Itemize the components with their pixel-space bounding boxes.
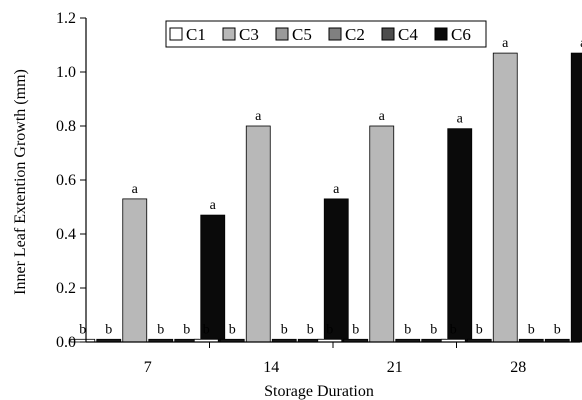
bar-label-C6-7: a — [210, 198, 217, 213]
x-axis-label: Storage Duration — [264, 383, 374, 400]
bar-label-C1-21: b — [326, 322, 333, 337]
bar-label-C2-14: b — [281, 322, 288, 337]
bar-label-C2-28: b — [528, 322, 535, 337]
bar-label-C4-28: b — [554, 322, 561, 337]
bar-label-C2-7: b — [157, 322, 164, 337]
y-tick-label: 1.2 — [56, 10, 76, 27]
bar-C6-21 — [447, 128, 473, 343]
y-axis-label: Inner Leaf Extention Growth (mm) — [12, 69, 29, 295]
bar-label-C5-21: a — [379, 109, 386, 124]
bar-label-C4-14: b — [307, 322, 314, 337]
bar-C5-28 — [492, 52, 518, 343]
bar-C5-21 — [369, 125, 395, 343]
bar-label-C3-14: b — [229, 322, 236, 337]
legend-label-C6: C6 — [451, 25, 471, 44]
bar-label-C5-7: a — [132, 182, 139, 197]
y-tick-label: 0.4 — [56, 226, 76, 243]
legend-swatch-C3 — [222, 27, 236, 41]
x-tick-label: 28 — [510, 359, 526, 376]
bar-label-C4-7: b — [183, 322, 190, 337]
legend-label-C2: C2 — [345, 25, 365, 44]
x-tick-label: 7 — [144, 359, 152, 376]
legend-swatch-C4 — [381, 27, 395, 41]
legend-swatch-C1 — [169, 27, 183, 41]
legend-label-C4: C4 — [398, 25, 418, 44]
legend-swatch-C5 — [275, 27, 289, 41]
bar-label-C3-28: b — [476, 322, 483, 337]
bar-label-C6-28: a — [580, 36, 582, 51]
y-tick-label: 0.6 — [56, 172, 76, 189]
legend-swatch-C2 — [328, 27, 342, 41]
bar-label-C6-21: a — [457, 112, 464, 127]
legend: C1 C3 C5 C2 C4 C6 — [165, 20, 487, 48]
legend-label-C5: C5 — [292, 25, 312, 44]
y-tick-label: 0.2 — [56, 280, 76, 297]
bar-label-C1-14: b — [203, 322, 210, 337]
legend-label-C3: C3 — [239, 25, 259, 44]
bar-label-C4-21: b — [430, 322, 437, 337]
y-tick-label: 0.8 — [56, 118, 76, 135]
bar-C5-14 — [245, 125, 271, 343]
bar-label-C3-21: b — [352, 322, 359, 337]
legend-swatch-C6 — [434, 27, 448, 41]
y-tick-label: 1.0 — [56, 64, 76, 81]
bar-label-C2-21: b — [404, 322, 411, 337]
bar-C6-14 — [323, 198, 349, 343]
bar-C5-7 — [122, 198, 148, 343]
legend-label-C1: C1 — [186, 25, 206, 44]
x-tick-label: 21 — [387, 359, 403, 376]
bar-label-C1-28: b — [450, 322, 457, 337]
bar-label-C1-7: b — [79, 322, 86, 337]
bar-label-C6-14: a — [333, 182, 340, 197]
x-tick-label: 14 — [263, 359, 279, 376]
bar-label-C5-28: a — [502, 36, 509, 51]
bar-label-C5-14: a — [255, 109, 262, 124]
y-tick-label: 0.0 — [56, 334, 76, 351]
bar-C6-7 — [200, 214, 226, 343]
legend-box — [165, 20, 487, 48]
bar-label-C3-7: b — [105, 322, 112, 337]
bar-C6-28 — [570, 52, 582, 343]
